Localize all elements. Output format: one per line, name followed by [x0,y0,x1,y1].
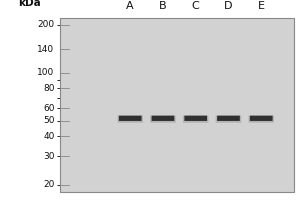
Text: 20: 20 [43,180,54,189]
FancyBboxPatch shape [250,116,273,121]
FancyBboxPatch shape [216,115,241,123]
Text: kDa: kDa [18,0,40,8]
Text: 40: 40 [43,132,54,141]
FancyBboxPatch shape [117,115,143,123]
Text: 60: 60 [43,104,54,113]
FancyBboxPatch shape [150,115,176,123]
Text: 50: 50 [43,116,54,125]
Text: 80: 80 [43,84,54,93]
Text: E: E [258,1,265,11]
FancyBboxPatch shape [217,116,240,121]
Text: C: C [192,1,200,11]
Text: 140: 140 [37,45,54,54]
FancyBboxPatch shape [184,116,207,121]
Text: 200: 200 [37,20,54,29]
FancyBboxPatch shape [248,115,274,123]
Text: A: A [126,1,134,11]
Text: 100: 100 [37,68,54,77]
Text: D: D [224,1,233,11]
FancyBboxPatch shape [183,115,208,123]
Text: B: B [159,1,167,11]
Text: 30: 30 [43,152,54,161]
FancyBboxPatch shape [152,116,174,121]
FancyBboxPatch shape [119,116,142,121]
